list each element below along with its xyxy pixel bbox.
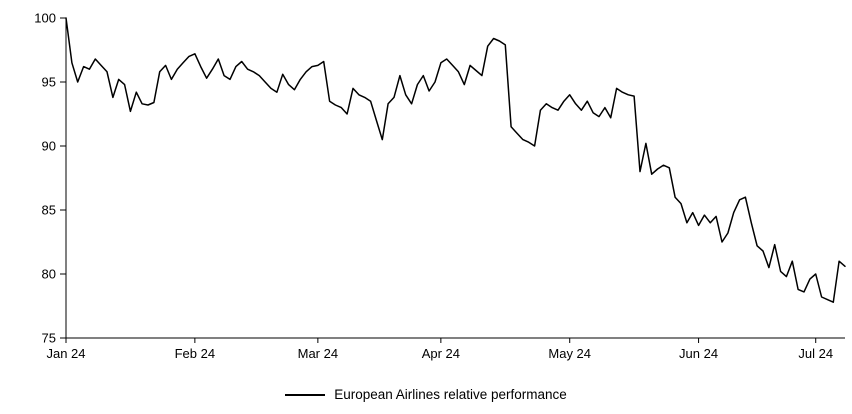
y-tick-label: 95 (42, 75, 56, 90)
x-tick-label: Apr 24 (422, 346, 460, 361)
y-tick-label: 100 (34, 11, 56, 26)
y-tick-label: 90 (42, 139, 56, 154)
y-tick-label: 75 (42, 331, 56, 346)
x-tick-label: Feb 24 (175, 346, 215, 361)
legend: European Airlines relative performance (0, 387, 852, 402)
legend-label: European Airlines relative performance (334, 387, 567, 402)
x-tick-label: Mar 24 (298, 346, 338, 361)
y-tick-label: 85 (42, 203, 56, 218)
x-tick-label: Jan 24 (46, 346, 85, 361)
chart-canvas: 75 80 85 90 95 100 Jan 24 Feb 24 Mar 24 Apr 24 May… (34, 11, 846, 361)
x-tick-label: Jun 24 (679, 346, 718, 361)
x-tick-label: May 24 (548, 346, 591, 361)
x-tick-label: Jul 24 (798, 346, 833, 361)
y-tick-label: 80 (42, 267, 56, 282)
legend-line-swatch (285, 393, 326, 396)
performance-line (65, 17, 846, 303)
